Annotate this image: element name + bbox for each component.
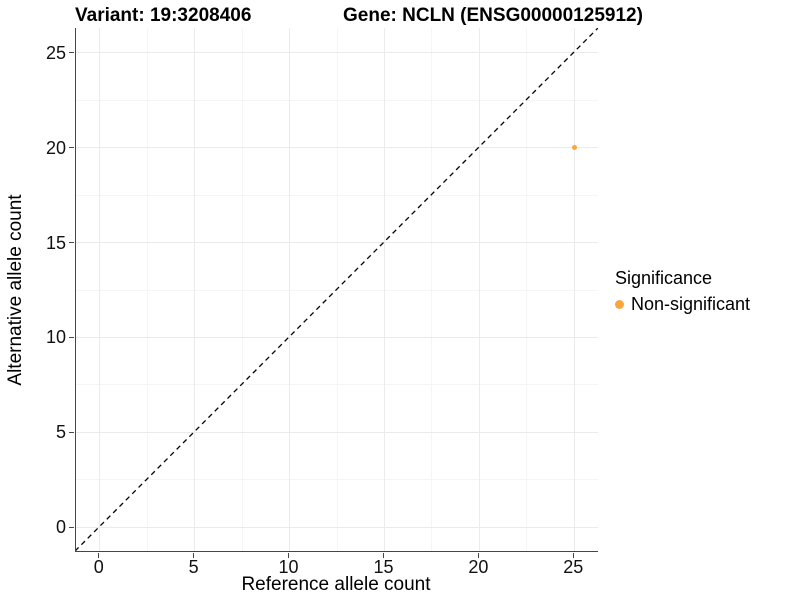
x-tick-mark (287, 553, 290, 558)
x-tick-label: 0 (93, 557, 104, 577)
y-tick-mark (69, 431, 74, 434)
gridline-major-v (99, 28, 101, 551)
legend-item: Non-significant (615, 294, 750, 315)
x-tick-mark (97, 553, 100, 558)
gridline-minor-h (76, 194, 598, 196)
y-tick-mark (69, 526, 74, 529)
legend: Significance Non-significant (615, 268, 750, 315)
x-tick-label: 5 (188, 557, 199, 577)
gridline-major-v (383, 28, 385, 551)
y-tick-mark (69, 51, 74, 54)
gridline-minor-h (76, 479, 598, 481)
data-points-layer (76, 28, 598, 551)
gridline-minor-h (76, 384, 598, 386)
gridline-minor-h (76, 289, 598, 291)
gridlines (76, 28, 598, 551)
legend-title: Significance (615, 268, 713, 288)
y-axis-title: Alternative allele count (5, 194, 26, 386)
gridline-major-h (76, 431, 598, 433)
gridline-major-v (478, 28, 480, 551)
gridline-major-h (76, 526, 598, 528)
legend-dot-icon (615, 300, 624, 309)
x-tick-label: 10 (278, 557, 299, 577)
x-tick-mark (192, 553, 195, 558)
gridline-major-h (76, 242, 598, 244)
gene-title: Gene: NCLN (ENSG00000125912) (343, 5, 643, 26)
legend-item-label: Non-significant (631, 294, 751, 314)
x-tick-label: 25 (563, 557, 584, 577)
data-point (571, 145, 577, 151)
plot-panel (75, 28, 598, 552)
y-tick-label: 20 (45, 137, 66, 158)
x-axis-title: Reference allele count (241, 574, 431, 595)
y-tick-mark (69, 146, 74, 149)
gridline-major-v (194, 28, 196, 551)
x-tick-mark (477, 553, 480, 558)
y-tick-label: 10 (45, 327, 66, 348)
gridline-major-h (76, 52, 598, 54)
identity-line-layer (76, 28, 598, 551)
y-tick-label: 25 (45, 42, 66, 63)
identity-line (76, 28, 598, 551)
y-tick-label: 5 (55, 422, 66, 443)
y-tick-mark (69, 336, 74, 339)
x-tick-label: 20 (468, 557, 489, 577)
legend-items: Non-significant (615, 294, 750, 315)
gridline-major-v (289, 28, 291, 551)
x-tick-mark (572, 553, 575, 558)
variant-title: Variant: 19:3208406 (75, 5, 252, 26)
x-tick-label: 15 (373, 557, 394, 577)
y-tick-label: 0 (55, 517, 66, 538)
gridline-major-h (76, 336, 598, 338)
gridline-major-v (573, 28, 575, 551)
y-tick-mark (69, 241, 74, 244)
y-tick-label: 15 (45, 232, 66, 253)
x-tick-mark (382, 553, 385, 558)
gridline-major-h (76, 147, 598, 149)
gridline-minor-h (76, 99, 598, 101)
